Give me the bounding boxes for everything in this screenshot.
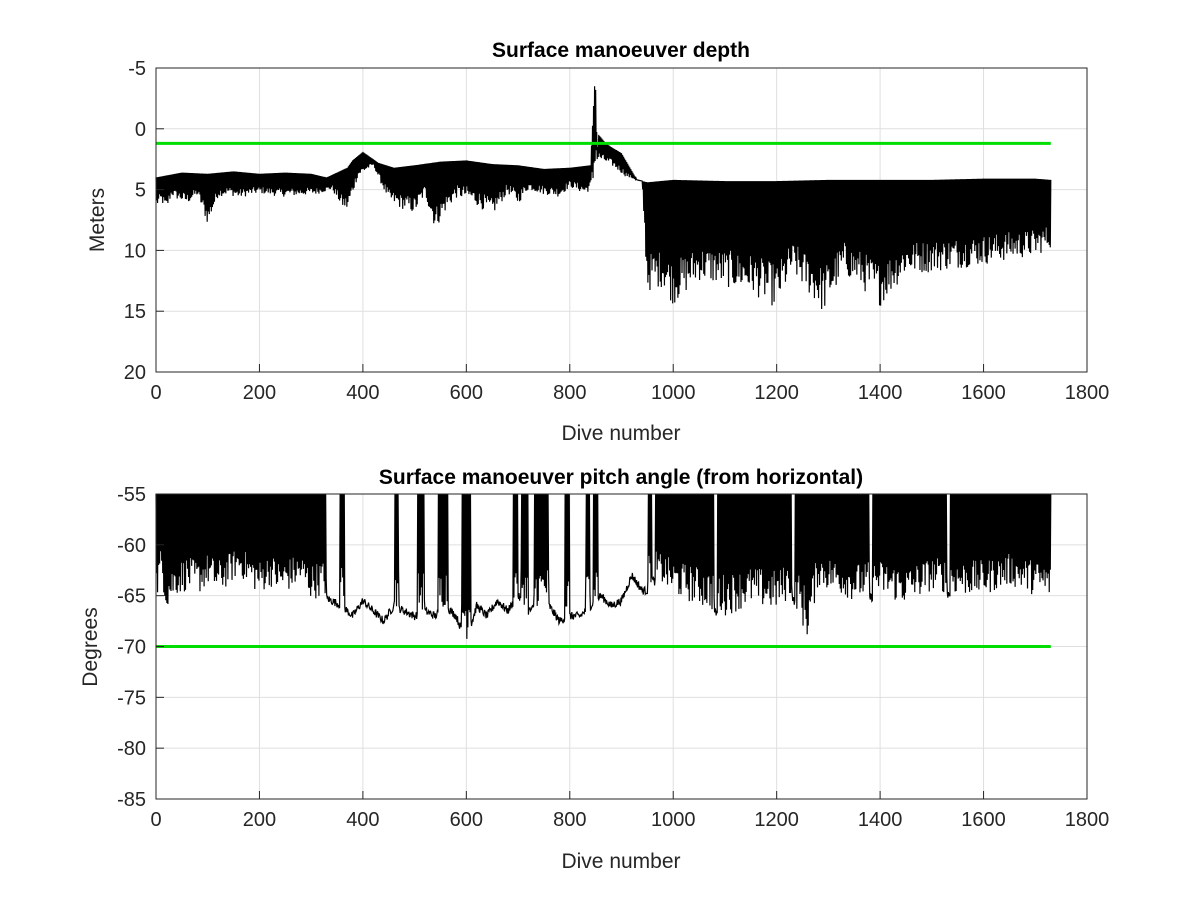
depth-y-axis-label: Meters: [86, 188, 109, 252]
pitch-y-tick-label: -80: [117, 738, 146, 760]
pitch-series-line: [155, 493, 1052, 639]
depth-x-axis-label: Dive number: [561, 422, 680, 445]
pitch-series: [155, 493, 1052, 639]
pitch-x-ticks: 0 200 400 600 800 1000 1200 1400 1600 1800: [150, 791, 1109, 831]
depth-x-tick-label: 600: [450, 382, 483, 404]
pitch-chart-title: Surface manoeuver pitch angle (from hori…: [379, 466, 863, 489]
pitch-x-tick-label: 600: [450, 809, 483, 831]
pitch-y-tick-label: -60: [117, 535, 146, 557]
pitch-y-ticks: -55 -60 -65 -70 -75 -80 -85: [117, 484, 164, 811]
depth-chart: 0 200 400 600 800 1000 1200 1400 1600 1800 -5 0 5 10…: [86, 39, 1109, 445]
depth-axes-box: [155, 67, 1088, 373]
pitch-x-axis-label: Dive number: [561, 850, 680, 873]
pitch-x-tick-label: 1000: [651, 809, 696, 831]
depth-series-line: [155, 86, 1052, 310]
pitch-chart: 0 200 400 600 800 1000 1200 1400 1600 1800 -55 -60…: [79, 466, 1109, 873]
pitch-x-tick-label: 1800: [1065, 809, 1110, 831]
depth-x-tick-label: 200: [243, 382, 276, 404]
pitch-x-tick-label: 1400: [858, 809, 903, 831]
pitch-y-axis-label: Degrees: [79, 607, 102, 686]
depth-y-tick-label: -5: [128, 58, 146, 80]
depth-y-ticks: -5 0 5 10 15 20: [124, 58, 164, 384]
depth-x-tick-label: 1800: [1065, 382, 1110, 404]
pitch-y-tick-label: -85: [117, 789, 146, 811]
depth-x-tick-label: 1200: [754, 382, 799, 404]
depth-x-tick-label: 400: [346, 382, 379, 404]
depth-y-tick-label: 5: [135, 180, 146, 202]
pitch-x-tick-label: 200: [243, 809, 276, 831]
pitch-x-tick-label: 400: [346, 809, 379, 831]
depth-x-tick-label: 1600: [961, 382, 1006, 404]
depth-x-tick-label: 0: [150, 382, 161, 404]
depth-y-tick-label: 0: [135, 119, 146, 141]
pitch-y-tick-label: -65: [117, 586, 146, 608]
pitch-y-tick-label: -75: [117, 687, 146, 709]
depth-x-ticks: 0 200 400 600 800 1000 1200 1400 1600 1800: [150, 364, 1109, 404]
depth-x-tick-label: 800: [553, 382, 586, 404]
depth-x-tick-label: 1400: [858, 382, 903, 404]
pitch-x-tick-label: 800: [553, 809, 586, 831]
pitch-x-tick-label: 1200: [754, 809, 799, 831]
pitch-x-tick-label: 0: [150, 809, 161, 831]
pitch-x-tick-label: 1600: [961, 809, 1006, 831]
depth-series: [155, 86, 1052, 310]
depth-x-tick-label: 1000: [651, 382, 696, 404]
depth-y-tick-label: 15: [124, 301, 146, 323]
depth-chart-title: Surface manoeuver depth: [492, 39, 750, 62]
depth-y-tick-label: 20: [124, 362, 146, 384]
pitch-y-tick-label: -70: [117, 637, 146, 659]
pitch-y-tick-label: -55: [117, 484, 146, 506]
depth-y-tick-label: 10: [124, 240, 146, 262]
